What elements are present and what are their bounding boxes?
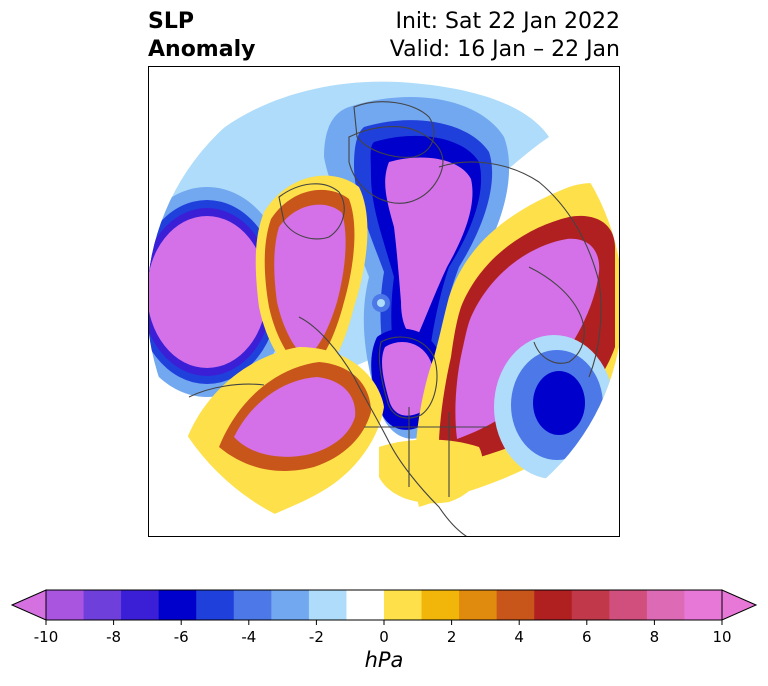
- colorbar-cell: [459, 590, 498, 620]
- valid-range-label: Valid: 16 Jan – 22 Jan: [389, 37, 620, 62]
- negative-anomaly-north-atlantic-core: [533, 371, 585, 435]
- anomaly-map: [149, 81, 619, 536]
- map-panel: [148, 66, 620, 537]
- colorbar-cell: [233, 590, 272, 620]
- coastline-greenland: [353, 101, 435, 158]
- colorbar-cell: [609, 590, 648, 620]
- colorbar-cell: [534, 590, 573, 620]
- colorbar-tick-label: 2: [446, 628, 457, 646]
- negative-anomaly-small-cell-core: [377, 299, 385, 307]
- coastline-arctic-canada: [348, 126, 444, 204]
- colorbar-tick-label: 6: [582, 628, 592, 646]
- positive-anomaly-east-pacific-core: [234, 377, 356, 457]
- colorbar-tick-label: -8: [106, 628, 122, 646]
- colorbar-tick-label: -2: [308, 628, 324, 646]
- colorbar-cell: [496, 590, 535, 620]
- colorbar-cell: [83, 590, 122, 620]
- colorbar-cells: [46, 590, 723, 620]
- colorbar-tick-label: 8: [649, 628, 660, 646]
- colorbar-cell: [158, 590, 197, 620]
- positive-anomaly-europe-core: [455, 238, 600, 439]
- colorbar-under-arrow: [10, 589, 47, 621]
- title-field-name: SLP: [148, 9, 194, 34]
- negative-anomaly-north-pacific-core: [149, 216, 267, 368]
- positive-anomaly-north-america: [379, 439, 483, 504]
- coastline-hudson-bay: [378, 336, 438, 419]
- title-field-type: Anomaly: [148, 37, 256, 62]
- colorbar-over-arrow: [721, 589, 758, 621]
- title-left: SLP Anomaly: [148, 8, 255, 64]
- colorbar-tick-label: -6: [173, 628, 189, 646]
- colorbar-cell: [196, 590, 235, 620]
- coastline-north-america: [298, 316, 467, 536]
- colorbar-cell: [571, 590, 610, 620]
- colorbar-cell: [46, 590, 85, 620]
- colorbar: [10, 589, 758, 625]
- colorbar-tick-label: 4: [514, 628, 524, 646]
- coastline-us-border: [364, 407, 489, 497]
- colorbar-cell: [346, 590, 385, 620]
- colorbar-cell: [684, 590, 723, 620]
- coastline-aleutians: [188, 383, 265, 398]
- colorbar-cell: [271, 590, 310, 620]
- coastline-alaska: [278, 183, 345, 240]
- negative-anomaly-hudson-bay-core: [382, 342, 434, 416]
- init-date-label: Init: Sat 22 Jan 2022: [395, 9, 620, 34]
- coastline-europe: [528, 266, 585, 364]
- anomaly-fill-layer: [149, 81, 619, 536]
- colorbar-unit-label: hPa: [364, 648, 404, 672]
- colorbar-tick-label: 10: [712, 628, 732, 646]
- positive-anomaly-alaska-core: [274, 204, 346, 357]
- colorbar-tick-marks: [45, 620, 723, 625]
- colorbar-tick-label: -4: [241, 628, 257, 646]
- title-right: Init: Sat 22 Jan 2022 Valid: 16 Jan – 22…: [390, 8, 620, 64]
- colorbar-cell: [421, 590, 460, 620]
- colorbar-cell: [646, 590, 685, 620]
- colorbar-cell: [384, 590, 423, 620]
- colorbar-cell: [121, 590, 160, 620]
- coastlines: [188, 101, 602, 536]
- colorbar-tick-label: 0: [379, 628, 389, 646]
- colorbar-tick-label: -10: [33, 628, 59, 646]
- coastline-eurasia: [438, 161, 602, 378]
- colorbar-cell: [308, 590, 347, 620]
